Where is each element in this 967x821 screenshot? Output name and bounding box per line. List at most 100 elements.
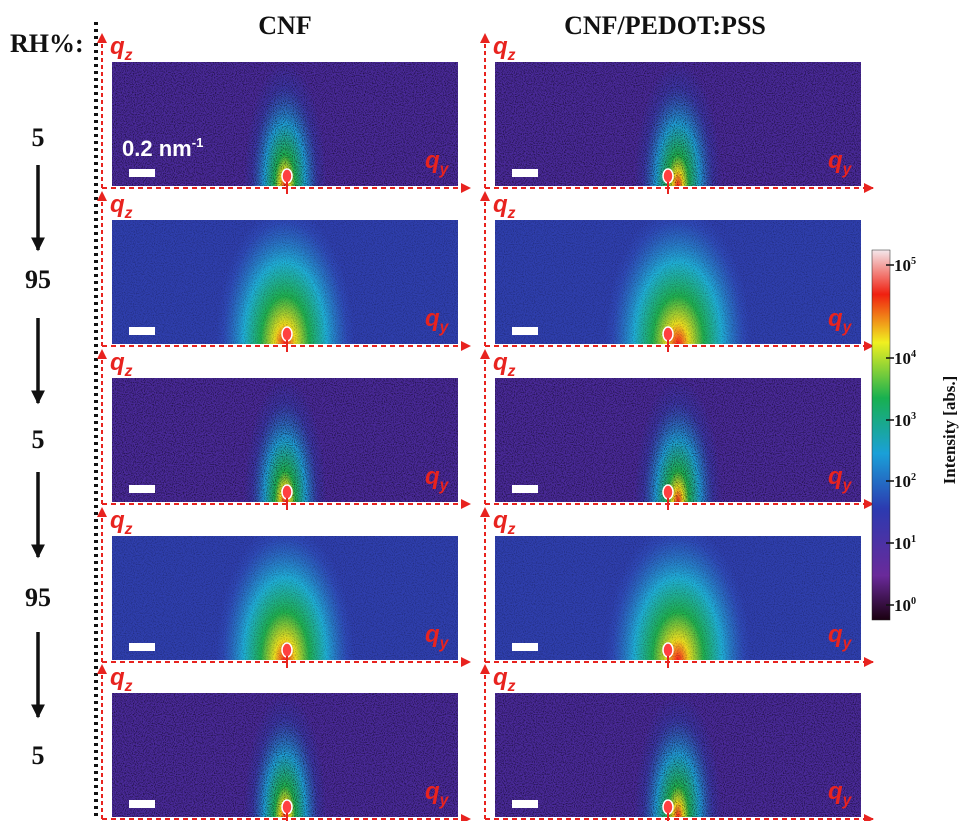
colorbar: [871, 249, 891, 621]
colorbar-tick-label: 102: [894, 472, 916, 491]
qy-label: qy: [828, 778, 853, 809]
text-part: z: [507, 363, 516, 380]
rh-value: 5: [32, 741, 45, 770]
colorbar-tick-label: 105: [894, 256, 916, 275]
rh-value: 5: [32, 425, 45, 454]
text-part: 0.2 nm: [122, 136, 192, 161]
text-part: y: [842, 635, 853, 652]
text-part: z: [124, 678, 133, 695]
text-part: q: [110, 664, 125, 691]
text-part: y: [439, 161, 450, 178]
rh-value: 95: [25, 583, 51, 612]
text-part: y: [439, 792, 450, 809]
direct-beam: [281, 326, 293, 342]
pattern-noise: [112, 378, 458, 502]
text-part: q: [493, 507, 508, 534]
text-part: q: [425, 463, 440, 490]
text-part: z: [507, 47, 516, 64]
text-part: 1: [911, 534, 916, 545]
scale-bar: [512, 485, 538, 493]
text-part: q: [493, 33, 508, 60]
text-part: y: [842, 792, 853, 809]
qz-label: qz: [493, 191, 516, 222]
text-part: q: [425, 778, 440, 805]
pattern-noise: [112, 220, 458, 344]
text-part: y: [842, 319, 853, 336]
text-part: q: [110, 349, 125, 376]
text-part: q: [493, 664, 508, 691]
rh-value: 95: [25, 265, 51, 294]
text-part: 10: [894, 256, 911, 275]
text-part: z: [124, 47, 133, 64]
scale-bar: [512, 327, 538, 335]
text-part: 2: [911, 472, 916, 483]
scale-bar: [129, 643, 155, 651]
direct-beam: [281, 799, 293, 815]
direct-beam: [662, 168, 674, 184]
text-part: -1: [192, 135, 204, 150]
colorbar-tick-label: 104: [894, 349, 916, 368]
qz-label: qz: [110, 191, 133, 222]
text-part: q: [828, 621, 843, 648]
direct-beam: [662, 642, 674, 658]
scale-bar: [512, 800, 538, 808]
scale-bar: [512, 169, 538, 177]
text-part: q: [828, 463, 843, 490]
qy-label: qy: [425, 621, 450, 652]
text-part: q: [493, 349, 508, 376]
text-part: q: [493, 191, 508, 218]
text-part: y: [439, 635, 450, 652]
text-part: 10: [894, 411, 911, 430]
qy-label: qy: [828, 621, 853, 652]
text-part: q: [110, 507, 125, 534]
text-part: q: [425, 621, 440, 648]
text-part: z: [124, 205, 133, 222]
rh-value: 5: [32, 123, 45, 152]
qy-label: qy: [425, 463, 450, 494]
direct-beam: [662, 799, 674, 815]
qy-label: qy: [425, 778, 450, 809]
text-part: q: [110, 33, 125, 60]
qz-label: qz: [493, 349, 516, 380]
colorbar-label: Intensity [abs.]: [940, 376, 959, 485]
direct-beam: [281, 484, 293, 500]
text-part: q: [110, 191, 125, 218]
text-part: y: [439, 319, 450, 336]
scale-bar: [129, 327, 155, 335]
qy-label: qy: [425, 147, 450, 178]
pattern-noise: [495, 693, 861, 817]
qy-label: qy: [828, 305, 853, 336]
qy-label: qy: [425, 305, 450, 336]
colorbar-tick-label: 101: [894, 534, 916, 553]
direct-beam: [662, 484, 674, 500]
text-part: 4: [911, 349, 916, 360]
text-part: 10: [894, 596, 911, 615]
text-part: z: [507, 678, 516, 695]
colorbar-tick-label: 100: [894, 596, 916, 615]
column-title: CNF/PEDOT:PSS: [564, 11, 766, 40]
text-part: z: [124, 363, 133, 380]
scale-bar-label: 0.2 nm-1: [122, 135, 203, 161]
text-part: y: [842, 161, 853, 178]
scale-bar: [129, 485, 155, 493]
column-title: CNF: [258, 11, 311, 40]
qz-label: qz: [493, 33, 516, 64]
qz-label: qz: [110, 507, 133, 538]
scale-bar: [129, 169, 155, 177]
text-part: q: [425, 305, 440, 332]
text-part: q: [828, 778, 843, 805]
pattern-noise: [112, 536, 458, 660]
text-part: z: [507, 521, 516, 538]
text-part: z: [124, 521, 133, 538]
text-part: 10: [894, 349, 911, 368]
text-part: y: [439, 477, 450, 494]
text-part: q: [828, 305, 843, 332]
qy-label: qy: [828, 147, 853, 178]
qz-label: qz: [110, 664, 133, 695]
pattern-noise: [495, 378, 861, 502]
qz-label: qz: [493, 507, 516, 538]
pattern-noise: [112, 693, 458, 817]
pattern-noise: [495, 220, 861, 344]
qz-label: qz: [493, 664, 516, 695]
